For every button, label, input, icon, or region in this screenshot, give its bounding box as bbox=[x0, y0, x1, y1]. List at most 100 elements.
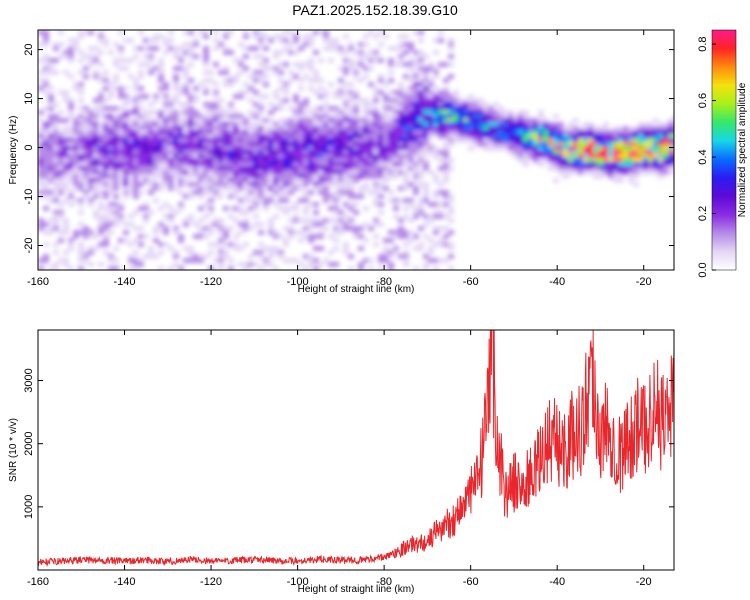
heat-cell bbox=[518, 118, 524, 123]
heat-cell bbox=[138, 162, 144, 167]
heat-cell bbox=[328, 118, 334, 123]
heat-cell bbox=[623, 170, 629, 175]
heat-cell bbox=[533, 154, 539, 159]
heat-cell bbox=[393, 234, 399, 239]
heat-cell bbox=[423, 190, 429, 195]
heat-cell bbox=[198, 218, 204, 223]
heat-cell bbox=[413, 122, 419, 127]
heat-cell bbox=[313, 174, 319, 179]
heat-cell bbox=[393, 246, 399, 251]
heat-cell bbox=[158, 250, 164, 255]
heat-cell bbox=[458, 122, 464, 127]
heat-cell bbox=[383, 238, 389, 243]
heat-cell bbox=[48, 138, 54, 143]
heat-cell bbox=[588, 162, 594, 167]
heat-cell bbox=[168, 218, 174, 223]
heat-cell bbox=[253, 110, 259, 115]
heat-cell bbox=[398, 58, 404, 63]
spectrogram-frame bbox=[37, 29, 675, 271]
heat-cell bbox=[438, 202, 444, 207]
heat-cell bbox=[383, 118, 389, 123]
heat-cell bbox=[208, 110, 214, 115]
heat-cell bbox=[388, 166, 394, 171]
heat-cell bbox=[293, 126, 299, 131]
heat-cell bbox=[43, 34, 49, 39]
heat-cell bbox=[558, 122, 564, 127]
heat-cell bbox=[563, 126, 569, 131]
heat-cell bbox=[353, 202, 359, 207]
heat-cell bbox=[58, 258, 64, 263]
heat-cell bbox=[298, 198, 304, 203]
heat-cell bbox=[138, 258, 144, 263]
heat-cell bbox=[618, 158, 624, 163]
heat-cell bbox=[88, 182, 94, 187]
heat-cell bbox=[138, 106, 144, 111]
heat-cell bbox=[483, 134, 489, 139]
heat-cell bbox=[403, 150, 409, 155]
heat-cell bbox=[188, 258, 194, 263]
heat-cell bbox=[338, 226, 344, 231]
heat-cell bbox=[268, 110, 274, 115]
heat-cell bbox=[383, 158, 389, 163]
heat-cell bbox=[193, 190, 199, 195]
heat-cell bbox=[143, 54, 149, 59]
heat-cell bbox=[568, 162, 574, 167]
heat-cell bbox=[103, 130, 109, 135]
heat-cell bbox=[108, 142, 114, 147]
heat-cell bbox=[198, 82, 204, 87]
heat-cell bbox=[98, 206, 104, 211]
heat-cell bbox=[553, 158, 559, 163]
heat-cell bbox=[443, 194, 449, 199]
heat-cell bbox=[53, 134, 59, 139]
heat-cell bbox=[618, 170, 624, 175]
heat-cell bbox=[183, 146, 189, 151]
heat-cell bbox=[313, 110, 319, 115]
heat-cell bbox=[618, 162, 624, 167]
heat-cell bbox=[248, 150, 254, 155]
heat-cell bbox=[143, 94, 149, 99]
heat-cell bbox=[313, 178, 319, 183]
heat-cell bbox=[303, 102, 309, 107]
heat-cell bbox=[218, 262, 224, 267]
heat-cell bbox=[193, 86, 199, 91]
heat-cell bbox=[238, 178, 244, 183]
heat-cell bbox=[448, 130, 454, 135]
heat-cell bbox=[523, 122, 529, 127]
heat-cell bbox=[78, 98, 84, 103]
heat-cell bbox=[78, 106, 84, 111]
heat-cell bbox=[63, 90, 69, 95]
heat-cell bbox=[148, 66, 154, 71]
heat-cell bbox=[323, 138, 329, 143]
heat-cell bbox=[343, 222, 349, 227]
heat-cell bbox=[78, 130, 84, 135]
heat-cell bbox=[363, 118, 369, 123]
heat-cell bbox=[423, 78, 429, 83]
heat-cell bbox=[343, 50, 349, 55]
heat-cell bbox=[453, 110, 459, 115]
heat-cell bbox=[113, 150, 119, 155]
heat-cell bbox=[198, 230, 204, 235]
heat-cell bbox=[483, 102, 489, 107]
heat-cell bbox=[73, 118, 79, 123]
heat-cell bbox=[103, 122, 109, 127]
heat-cell bbox=[83, 126, 89, 131]
heat-cell bbox=[153, 142, 159, 147]
heat-cell bbox=[168, 150, 174, 155]
heat-cell bbox=[338, 154, 344, 159]
heat-cell bbox=[198, 178, 204, 183]
heat-cell bbox=[398, 158, 404, 163]
heat-cell bbox=[463, 102, 469, 107]
heat-cell bbox=[383, 162, 389, 167]
heat-cell bbox=[653, 170, 659, 175]
heat-cell bbox=[188, 122, 194, 127]
heat-cell bbox=[383, 170, 389, 175]
heat-cell bbox=[63, 250, 69, 255]
heat-cell bbox=[263, 174, 269, 179]
heat-cell bbox=[263, 134, 269, 139]
heat-cell bbox=[408, 122, 414, 127]
heat-cell bbox=[148, 158, 154, 163]
heat-cell bbox=[343, 182, 349, 187]
heat-cell bbox=[108, 202, 114, 207]
heat-cell bbox=[388, 142, 394, 147]
heat-cell bbox=[203, 106, 209, 111]
